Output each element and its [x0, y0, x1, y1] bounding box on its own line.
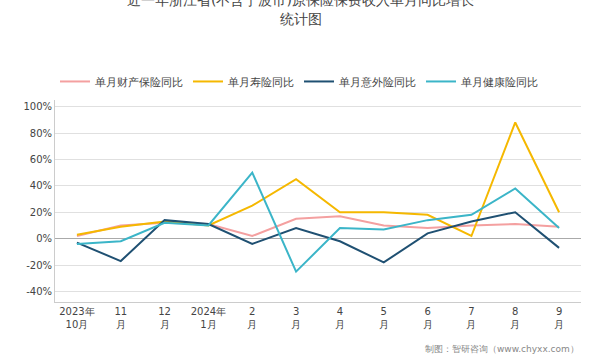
- svg-text:80%: 80%: [30, 128, 52, 139]
- svg-text:-40%: -40%: [26, 286, 52, 297]
- svg-text:单月意外险同比: 单月意外险同比: [339, 76, 416, 89]
- svg-text:3月: 3月: [291, 306, 301, 330]
- svg-text:单月寿险同比: 单月寿险同比: [228, 76, 294, 89]
- svg-text:2024年1月: 2024年1月: [191, 306, 226, 330]
- svg-text:制图：智研咨询（www.chyxx.com）: 制图：智研咨询（www.chyxx.com）: [425, 344, 579, 354]
- svg-text:9月: 9月: [554, 306, 564, 330]
- svg-text:2023年10月: 2023年10月: [59, 306, 94, 330]
- svg-text:8月: 8月: [510, 306, 520, 330]
- svg-text:11月: 11月: [114, 306, 127, 330]
- svg-text:近一年浙江省(不含宁波市)原保险保费收入单月同比增长统计图: 近一年浙江省(不含宁波市)原保险保费收入单月同比增长统计图: [127, 0, 474, 27]
- svg-text:12月: 12月: [158, 306, 171, 330]
- svg-text:6月: 6月: [423, 306, 433, 330]
- svg-text:7月: 7月: [466, 306, 476, 330]
- svg-text:0%: 0%: [36, 233, 52, 244]
- svg-text:100%: 100%: [23, 101, 52, 112]
- svg-text:5月: 5月: [379, 306, 389, 330]
- svg-text:20%: 20%: [30, 207, 52, 218]
- svg-text:40%: 40%: [30, 180, 52, 191]
- svg-text:-20%: -20%: [26, 260, 52, 271]
- svg-text:2月: 2月: [247, 306, 257, 330]
- svg-text:60%: 60%: [30, 154, 52, 165]
- svg-text:单月财产保险同比: 单月财产保险同比: [95, 76, 183, 89]
- svg-text:4月: 4月: [335, 306, 345, 330]
- svg-text:单月健康险同比: 单月健康险同比: [461, 76, 538, 89]
